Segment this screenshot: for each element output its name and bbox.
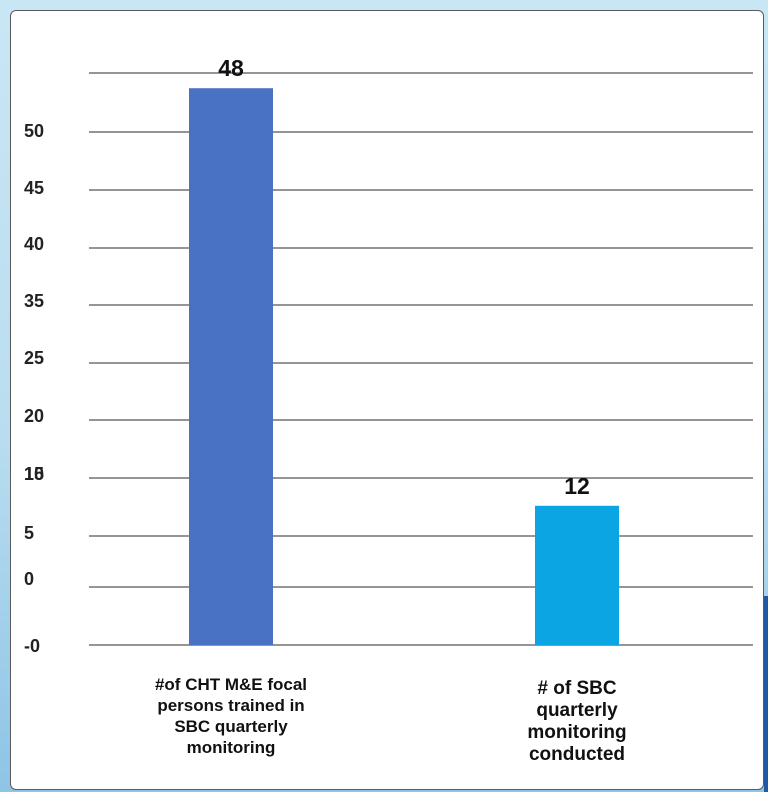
bar	[189, 88, 273, 645]
y-tick-label: 25	[24, 348, 44, 368]
data-label: 12	[564, 473, 590, 499]
y-tick-label: 0	[24, 569, 34, 589]
y-tick-label: 5	[24, 523, 34, 543]
data-label: 48	[218, 55, 244, 81]
category-label: #of CHT M&E focal persons trained in SBC q…	[155, 675, 307, 757]
y-tick-label: 45	[24, 178, 44, 198]
gridlines	[89, 72, 753, 646]
category-labels: #of CHT M&E focal persons trained in SBC q…	[155, 675, 627, 765]
y-tick-label: 40	[24, 234, 44, 254]
bar	[535, 505, 619, 645]
data-labels: 48 12	[218, 55, 590, 499]
y-tick-label: -0	[24, 636, 40, 656]
y-tick-label: 35	[24, 291, 44, 311]
y-tick-label: 10	[24, 464, 44, 484]
y-tick-label: 15	[24, 464, 44, 484]
y-tick-label: 50	[24, 121, 44, 141]
chart-frame	[10, 10, 764, 790]
category-label: # of SBC quarterly monitoring conducted	[527, 678, 626, 765]
y-tick-label: 20	[24, 406, 44, 426]
bars	[189, 88, 619, 645]
edge-accent	[764, 596, 768, 792]
